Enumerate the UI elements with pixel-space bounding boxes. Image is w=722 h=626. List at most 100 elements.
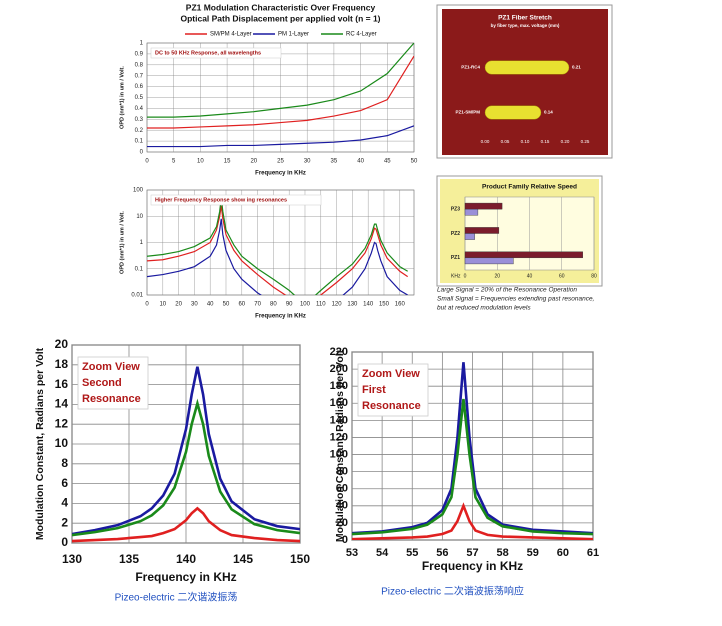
caption: Pizeo-electric 二次谐波振荡 (115, 591, 238, 604)
x-tick-label: 80 (270, 302, 277, 308)
series-line (147, 55, 414, 129)
y-tick-label: 160 (330, 397, 348, 409)
y-tick-label: 1 (140, 240, 144, 246)
bar (464, 202, 503, 210)
y-tick-label: 0.4 (135, 106, 144, 112)
x-tick-label: 40 (357, 159, 364, 165)
x-tick-label: 0.20 (561, 139, 570, 144)
y-tick-label: 14 (55, 397, 69, 411)
y-tick-label: 4 (61, 496, 68, 510)
x-tick-label: 59 (527, 547, 539, 559)
y-tick-label: 0 (342, 534, 348, 546)
x-tick-label: 25 (277, 159, 284, 165)
series-line (72, 366, 300, 536)
x-tick-label: 60 (238, 302, 245, 308)
x-tick-label: 0 (145, 302, 149, 308)
series-line (352, 398, 593, 536)
y-tick-label: 100 (330, 448, 348, 460)
note: Small Signal = Frequencies extending pas… (437, 296, 595, 303)
x-tick-label: 40 (527, 273, 533, 279)
caption: Pizeo-electric 二次谐波振荡响应 (381, 585, 524, 598)
value-label: 0.14 (544, 110, 553, 115)
series-line (72, 398, 300, 537)
bar (484, 105, 542, 120)
bar (464, 233, 475, 240)
y-tick-label: 40 (336, 500, 348, 512)
y-tick-label: 10 (55, 436, 69, 450)
chart-subtitle: by fiber type, max. voltage (mm) (491, 23, 560, 28)
x-tick-label: 58 (497, 547, 509, 559)
y-tick-label: PZ2 (451, 231, 460, 237)
y-axis-label: OPD (nm*1) in um / Volt. (119, 211, 125, 274)
x-tick-label: 130 (62, 552, 82, 566)
legend-label: RC 4-Layer (346, 32, 377, 38)
y-axis-label: Modulation Constant, Radians per Volt (34, 347, 46, 540)
series-line (147, 218, 408, 295)
x-tick-label: 70 (254, 302, 261, 308)
x-tick-label: 30 (304, 159, 311, 165)
x-axis-label: Frequency in KHz (422, 559, 523, 573)
y-axis-label: OPD (nm*1) in um / Volt. (119, 66, 125, 129)
x-tick-label: 56 (436, 547, 448, 559)
x-tick-label: 110 (316, 302, 326, 308)
y-tick-label: PZ3 (451, 206, 460, 212)
panel-bg (442, 9, 608, 155)
y-tick-label: 200 (330, 363, 348, 375)
y-tick-label: 0.7 (135, 73, 144, 79)
chart-title: Product Family Relative Speed (482, 184, 577, 191)
y-tick-label: 120 (330, 431, 348, 443)
annotation: First (362, 384, 386, 396)
x-tick-label: 120 (332, 302, 343, 308)
y-tick-label: 0.6 (135, 84, 144, 90)
y-tick-label: 20 (55, 337, 69, 351)
bar (484, 60, 570, 75)
bar (464, 251, 583, 259)
y-tick-label: 20 (336, 517, 348, 529)
x-axis-label: Frequency in KHz (255, 314, 306, 320)
annotation: Zoom View (82, 361, 140, 373)
y-tick-label: 0.5 (135, 95, 144, 101)
y-tick-label: 10 (136, 214, 143, 220)
x-tick-label: 57 (466, 547, 478, 559)
x-tick-label: 60 (559, 273, 565, 279)
x-tick-label: 140 (176, 552, 196, 566)
x-tick-label: 0.05 (501, 139, 510, 144)
bar (464, 208, 479, 216)
x-tick-label: 0.15 (541, 139, 550, 144)
chart-title: PZ1 Fiber Stretch (498, 15, 552, 22)
x-tick-label: 145 (233, 552, 253, 566)
y-tick-label: PZ1 (451, 255, 460, 261)
y-tick-label: 6 (61, 476, 68, 490)
annotation-box (77, 356, 149, 410)
x-tick-label: 15 (224, 159, 231, 165)
note: Large Signal = 20% of the Resonance Oper… (437, 287, 577, 294)
series-line (147, 197, 408, 295)
annotation-box (357, 363, 429, 417)
x-tick-label: 10 (159, 302, 166, 308)
x-axis-label: KHz (451, 273, 461, 279)
legend-label: SM/PM 4-Layer (210, 32, 252, 38)
x-tick-label: 20 (250, 159, 257, 165)
annotation: Resonance (362, 400, 421, 412)
x-tick-label: 90 (286, 302, 293, 308)
y-tick-label: 0.8 (135, 62, 144, 68)
y-tick-label: 180 (330, 380, 348, 392)
bar (464, 227, 500, 234)
y-tick-label: 0.01 (131, 293, 143, 299)
x-tick-label: 45 (384, 159, 391, 165)
x-tick-label: 5 (172, 159, 176, 165)
x-tick-label: 61 (587, 547, 599, 559)
y-tick-label: 2 (61, 515, 68, 529)
y-tick-label: 220 (330, 346, 348, 358)
x-tick-label: 0 (145, 159, 149, 165)
x-tick-label: 130 (347, 302, 358, 308)
y-tick-label: 60 (336, 483, 348, 495)
annotation: Zoom View (362, 368, 420, 380)
y-tick-label: 100 (133, 188, 144, 194)
x-axis-label: Frequency in KHz (135, 570, 236, 584)
y-tick-label: 12 (55, 416, 69, 430)
annotation: DC to 50 KHz Response, all wavelengths (155, 50, 261, 56)
y-tick-label: 0 (61, 535, 68, 549)
x-tick-label: 20 (175, 302, 182, 308)
